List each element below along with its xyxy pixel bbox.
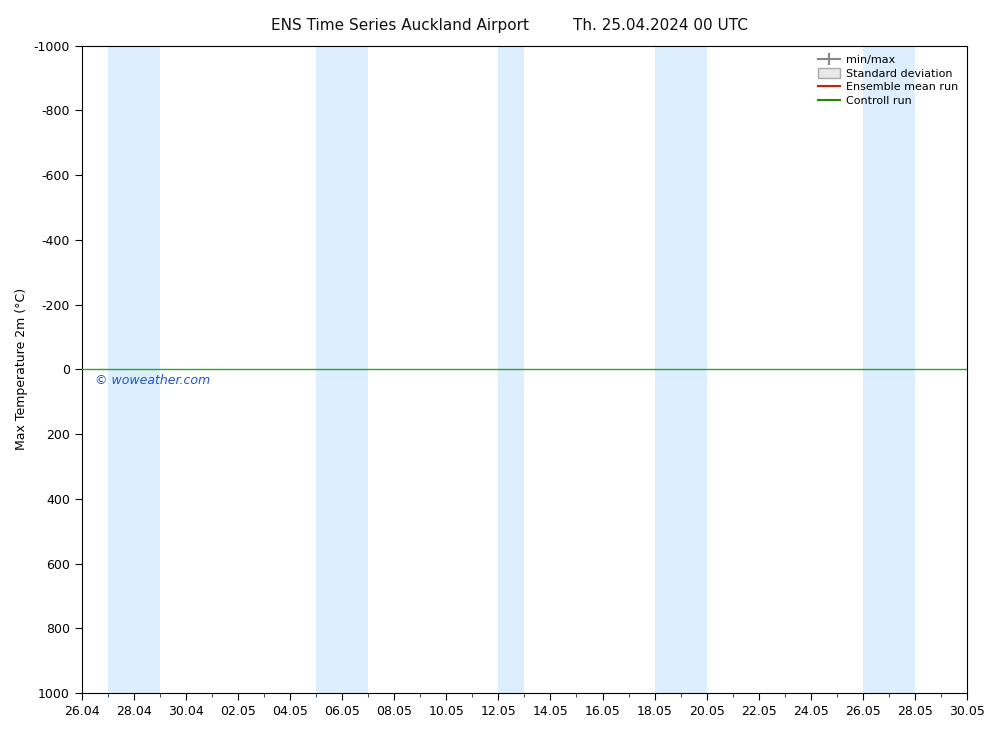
Bar [108,45,160,693]
Legend: min/max, Standard deviation, Ensemble mean run, Controll run: min/max, Standard deviation, Ensemble me… [814,50,963,111]
Y-axis label: Max Temperature 2m (°C): Max Temperature 2m (°C) [15,288,28,451]
Bar [655,45,707,693]
Bar [316,45,368,693]
Bar [498,45,524,693]
Text: Th. 25.04.2024 00 UTC: Th. 25.04.2024 00 UTC [573,18,747,33]
Text: ENS Time Series Auckland Airport: ENS Time Series Auckland Airport [271,18,529,33]
Bar [863,45,915,693]
Text: © woweather.com: © woweather.com [95,375,210,387]
